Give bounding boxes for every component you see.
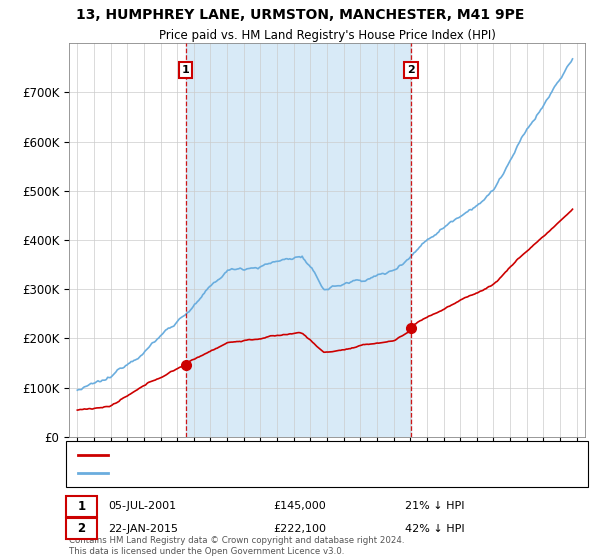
Text: 21% ↓ HPI: 21% ↓ HPI bbox=[405, 501, 464, 511]
Text: 13, HUMPHREY LANE, URMSTON, MANCHESTER, M41 9PE: 13, HUMPHREY LANE, URMSTON, MANCHESTER, … bbox=[76, 8, 524, 22]
Text: 05-JUL-2001: 05-JUL-2001 bbox=[108, 501, 176, 511]
Text: 2: 2 bbox=[77, 522, 86, 535]
Bar bbox=[185, 43, 411, 437]
Text: 42% ↓ HPI: 42% ↓ HPI bbox=[405, 524, 464, 534]
Text: 2: 2 bbox=[407, 65, 415, 75]
Text: £222,100: £222,100 bbox=[273, 524, 326, 534]
Text: 22-JAN-2015: 22-JAN-2015 bbox=[108, 524, 178, 534]
Text: 1: 1 bbox=[77, 500, 86, 513]
Text: Contains HM Land Registry data © Crown copyright and database right 2024.
This d: Contains HM Land Registry data © Crown c… bbox=[69, 536, 404, 556]
Text: 1: 1 bbox=[182, 65, 190, 75]
Text: HPI: Average price, detached house, Trafford: HPI: Average price, detached house, Traf… bbox=[114, 468, 347, 478]
Text: 13, HUMPHREY LANE, URMSTON, MANCHESTER, M41 9PE (detached house): 13, HUMPHREY LANE, URMSTON, MANCHESTER, … bbox=[114, 450, 506, 460]
Text: £145,000: £145,000 bbox=[273, 501, 326, 511]
Title: Price paid vs. HM Land Registry's House Price Index (HPI): Price paid vs. HM Land Registry's House … bbox=[158, 29, 496, 42]
